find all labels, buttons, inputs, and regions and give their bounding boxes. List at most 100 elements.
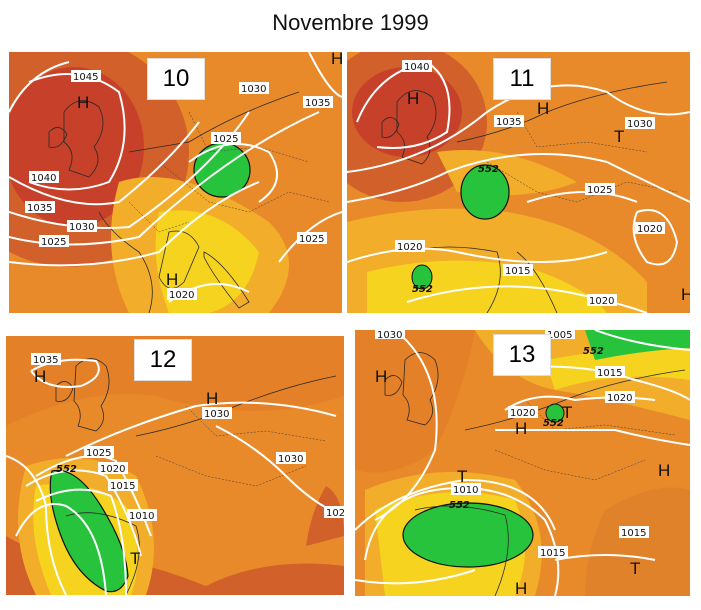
svg-text:1025: 1025 xyxy=(587,185,612,196)
day-label: 10 xyxy=(147,58,205,100)
isobar-label: 1030 xyxy=(67,220,97,233)
high-pressure-symbol: H xyxy=(375,367,387,386)
isobar-label: 1025 xyxy=(297,232,327,245)
isobar-label: 1020 xyxy=(508,406,538,419)
svg-text:1030: 1030 xyxy=(241,84,266,95)
svg-text:1030: 1030 xyxy=(377,330,402,341)
svg-text:1035: 1035 xyxy=(496,117,521,128)
isobar-label: 1020 xyxy=(167,288,197,301)
geopotential-label: 552 xyxy=(583,346,604,357)
isobar-label: 1035 xyxy=(303,96,333,109)
svg-text:1035: 1035 xyxy=(27,203,52,214)
isobar-label: 1020 xyxy=(605,391,635,404)
svg-text:1005: 1005 xyxy=(547,330,572,341)
svg-text:1030: 1030 xyxy=(627,119,652,130)
isobar-label: 1020 xyxy=(98,462,128,475)
map-panel-10: 1045 1040 1035 1030 1025 1020 1030 1035 … xyxy=(9,52,342,313)
isobar-label: 1040 xyxy=(402,60,432,73)
svg-text:102: 102 xyxy=(326,508,344,519)
isobar-label: 1035 xyxy=(25,201,55,214)
svg-text:1010: 1010 xyxy=(129,511,154,522)
map-panel-11: 1040 1035 1030 1025 1020 1020 1015 1020 … xyxy=(347,52,690,313)
svg-text:1015: 1015 xyxy=(505,266,530,277)
svg-text:1040: 1040 xyxy=(404,62,429,73)
high-pressure-symbol: H xyxy=(515,579,527,596)
day-label: 11 xyxy=(493,58,551,100)
day-label: 13 xyxy=(493,334,551,376)
isobar-label: 1005 xyxy=(545,330,575,341)
isobar-label: 1040 xyxy=(29,171,59,184)
svg-text:1020: 1020 xyxy=(607,393,632,404)
isobar-label: 1015 xyxy=(619,526,649,539)
svg-text:1015: 1015 xyxy=(621,528,646,539)
svg-text:1020: 1020 xyxy=(637,224,662,235)
isobar-label: 1045 xyxy=(71,70,101,83)
low-pressure-symbol: T xyxy=(614,127,624,146)
svg-text:1030: 1030 xyxy=(204,409,229,420)
low-pressure-symbol: T xyxy=(457,467,467,486)
high-pressure-symbol: H xyxy=(34,367,46,386)
isobar-label: 1030 xyxy=(375,330,405,341)
svg-text:1025: 1025 xyxy=(213,134,238,145)
high-pressure-symbol: H xyxy=(407,89,419,108)
high-pressure-symbol: H xyxy=(77,93,89,112)
isobar-label: 1015 xyxy=(108,479,138,492)
geopotential-label: 552 xyxy=(56,464,77,475)
isobar-label: 1025 xyxy=(211,132,241,145)
low-pressure-symbol: T xyxy=(630,559,640,578)
page-title: Novembre 1999 xyxy=(272,10,429,35)
map-panel-13: 1030 1005 1015 1020 1020 1010 1015 1015 … xyxy=(355,330,690,596)
isobar-label: 1020 xyxy=(587,294,617,307)
low-pressure-symbol: T xyxy=(130,549,140,568)
svg-text:1035: 1035 xyxy=(33,355,58,366)
svg-text:1015: 1015 xyxy=(540,548,565,559)
geopotential-label: 552 xyxy=(412,284,433,295)
geopotential-label: 552 xyxy=(449,500,470,511)
isobar-label: 1030 xyxy=(625,117,655,130)
isobar-label: 1020 xyxy=(635,222,665,235)
svg-text:1020: 1020 xyxy=(589,296,614,307)
day-label: 12 xyxy=(134,339,192,381)
geopotential-label: 552 xyxy=(478,164,499,175)
isobar-label: 1035 xyxy=(494,115,524,128)
isobar-label: 1030 xyxy=(276,452,306,465)
geopotential-label: 552 xyxy=(543,418,564,429)
isobar-label: 1010 xyxy=(451,483,481,496)
isobar-label: 102 xyxy=(324,506,344,519)
map-panel-12: 1035 1030 1030 1025 1020 1015 1010 102 5… xyxy=(6,336,344,595)
svg-text:1020: 1020 xyxy=(510,408,535,419)
svg-text:1015: 1015 xyxy=(597,368,622,379)
svg-text:1020: 1020 xyxy=(169,290,194,301)
svg-text:1035: 1035 xyxy=(305,98,330,109)
isobar-label: 1015 xyxy=(595,366,625,379)
isobar-label: 1030 xyxy=(239,82,269,95)
isobar-label: 1010 xyxy=(127,509,157,522)
isobar-label: 1035 xyxy=(31,353,61,366)
svg-text:1040: 1040 xyxy=(31,173,56,184)
high-pressure-symbol: H xyxy=(658,461,670,480)
low-pressure-symbol: T xyxy=(562,403,572,422)
svg-text:1025: 1025 xyxy=(41,237,66,248)
svg-text:1025: 1025 xyxy=(299,234,324,245)
high-pressure-symbol: H xyxy=(515,419,527,438)
weather-map-12: 1035 1030 1030 1025 1020 1015 1010 102 5… xyxy=(6,336,344,595)
high-pressure-symbol: H xyxy=(331,52,342,68)
high-pressure-symbol: H xyxy=(166,270,178,289)
svg-text:1045: 1045 xyxy=(73,72,98,83)
isobar-label: 1025 xyxy=(84,446,114,459)
isobar-label: 1015 xyxy=(503,264,533,277)
isobar-label: 1025 xyxy=(585,183,615,196)
isobar-label: 1015 xyxy=(538,546,568,559)
high-pressure-symbol: H xyxy=(206,389,218,408)
svg-text:1010: 1010 xyxy=(453,485,478,496)
svg-text:1020: 1020 xyxy=(100,464,125,475)
isobar-label: 1030 xyxy=(202,407,232,420)
high-pressure-symbol: H xyxy=(681,285,690,304)
isobar-label: 1020 xyxy=(395,240,425,253)
svg-text:1025: 1025 xyxy=(86,448,111,459)
svg-text:1030: 1030 xyxy=(69,222,94,233)
svg-text:1030: 1030 xyxy=(278,454,303,465)
svg-text:1015: 1015 xyxy=(110,481,135,492)
isobar-label: 1025 xyxy=(39,235,69,248)
svg-text:1020: 1020 xyxy=(397,242,422,253)
